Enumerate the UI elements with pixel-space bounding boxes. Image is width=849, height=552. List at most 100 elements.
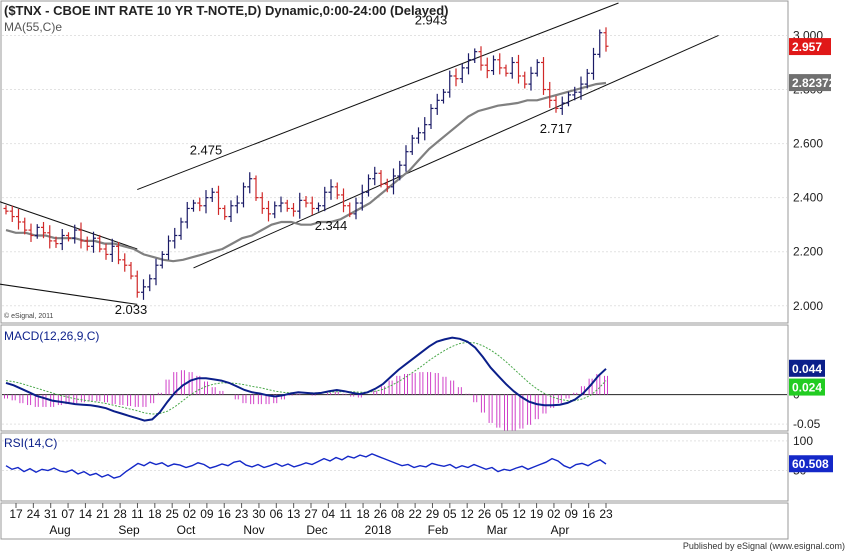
price-bar bbox=[534, 59, 540, 77]
rsi-title: RSI(14,C) bbox=[4, 436, 57, 450]
price-bar bbox=[372, 166, 378, 186]
price-bar bbox=[578, 76, 584, 100]
price-bar bbox=[403, 145, 409, 172]
price-bar bbox=[84, 236, 90, 251]
price-bar bbox=[241, 182, 246, 208]
price-bar bbox=[184, 201, 190, 229]
price-bar bbox=[391, 168, 396, 195]
rsi-value-badge: 60.508 bbox=[792, 457, 829, 471]
price-bar bbox=[291, 203, 296, 217]
price-annotation: 2.344 bbox=[315, 218, 348, 233]
price-bar bbox=[341, 188, 346, 213]
day-tick-label: 14 bbox=[79, 507, 93, 521]
price-bar bbox=[116, 241, 121, 265]
macd-value-badge: 0.044 bbox=[792, 362, 822, 376]
day-tick-label: 06 bbox=[270, 507, 284, 521]
price-bar bbox=[309, 196, 315, 215]
day-tick-label: 26 bbox=[374, 507, 388, 521]
price-bar bbox=[597, 29, 603, 58]
month-label: 2018 bbox=[365, 523, 392, 537]
day-tick-label: 04 bbox=[322, 507, 336, 521]
price-bar bbox=[153, 258, 159, 286]
chart-title: ($TNX - CBOE INT RATE 10 YR T-NOTE,D) Dy… bbox=[4, 3, 449, 18]
day-tick-label: 16 bbox=[218, 507, 232, 521]
rsi-value-badge-box bbox=[789, 455, 833, 473]
price-bar bbox=[422, 117, 428, 141]
price-bar bbox=[234, 195, 240, 214]
price-bar bbox=[503, 64, 509, 77]
price-bar bbox=[378, 170, 384, 188]
price-bar bbox=[441, 88, 446, 104]
price-bar bbox=[72, 224, 78, 244]
day-tick-label: 29 bbox=[426, 507, 440, 521]
price-bar bbox=[9, 205, 15, 222]
day-tick-label: 21 bbox=[96, 507, 110, 521]
price-bar bbox=[453, 68, 459, 87]
trend-line bbox=[0, 201, 138, 250]
price-bar bbox=[41, 221, 46, 239]
price-bar bbox=[572, 86, 578, 101]
month-label: Nov bbox=[243, 523, 264, 537]
price-bar bbox=[447, 70, 453, 98]
price-bar bbox=[3, 205, 9, 215]
day-tick-label: 09 bbox=[200, 507, 214, 521]
price-bar bbox=[497, 53, 503, 75]
price-bar bbox=[247, 172, 253, 194]
price-bar bbox=[353, 197, 359, 220]
day-tick-label: 22 bbox=[408, 507, 422, 521]
price-bar bbox=[559, 96, 565, 115]
price-bar bbox=[297, 192, 303, 219]
rsi-tick-label: 100 bbox=[793, 434, 813, 448]
month-label: Aug bbox=[49, 523, 70, 537]
day-tick-label: 02 bbox=[183, 507, 197, 521]
last-price-badge-box bbox=[789, 38, 831, 56]
day-tick-label: 12 bbox=[513, 507, 527, 521]
price-bar bbox=[591, 47, 596, 80]
day-tick-label: 05 bbox=[495, 507, 509, 521]
price-panel bbox=[0, 0, 789, 324]
macd-tick-label: -0.05 bbox=[793, 417, 821, 431]
price-bar bbox=[584, 68, 590, 89]
price-bar bbox=[491, 55, 496, 75]
day-tick-label: 09 bbox=[565, 507, 579, 521]
price-bar bbox=[166, 235, 171, 260]
day-tick-label: 12 bbox=[460, 507, 474, 521]
price-bar bbox=[359, 184, 365, 211]
price-bar bbox=[416, 127, 421, 144]
price-bar bbox=[141, 279, 146, 300]
price-bar bbox=[47, 225, 53, 249]
day-tick-label: 18 bbox=[148, 507, 162, 521]
price-bar bbox=[128, 261, 134, 280]
day-tick-label: 13 bbox=[287, 507, 301, 521]
trend-line bbox=[137, 2, 619, 191]
price-bar bbox=[34, 224, 40, 239]
price-annotation: 2.033 bbox=[115, 302, 148, 317]
price-bar bbox=[91, 231, 96, 253]
day-tick-label: 23 bbox=[235, 507, 249, 521]
macd-panel bbox=[0, 324, 789, 432]
price-bar bbox=[203, 190, 209, 214]
price-bar bbox=[509, 57, 515, 79]
macd-title: MACD(12,26,9,C) bbox=[4, 329, 99, 343]
last-price-badge: 2.957 bbox=[792, 40, 822, 54]
price-bar bbox=[16, 208, 21, 230]
day-tick-label: 11 bbox=[131, 507, 144, 521]
price-tick-label: 2.200 bbox=[793, 245, 823, 259]
price-bar bbox=[328, 179, 334, 200]
price-bar bbox=[566, 91, 571, 107]
price-bar bbox=[97, 234, 103, 253]
price-bar bbox=[366, 174, 371, 197]
rsi-line bbox=[5, 453, 607, 479]
price-bar bbox=[603, 27, 609, 52]
price-bar bbox=[334, 182, 340, 200]
day-tick-label: 23 bbox=[599, 507, 613, 521]
price-bar bbox=[553, 95, 559, 113]
day-tick-label: 31 bbox=[44, 507, 58, 521]
published-footer: Published by eSignal (www.esignal.com) bbox=[683, 541, 845, 551]
price-bar bbox=[266, 200, 271, 222]
price-bar bbox=[178, 217, 184, 240]
price-bar bbox=[172, 227, 178, 249]
price-bar bbox=[541, 57, 546, 95]
day-tick-label: 28 bbox=[113, 507, 127, 521]
